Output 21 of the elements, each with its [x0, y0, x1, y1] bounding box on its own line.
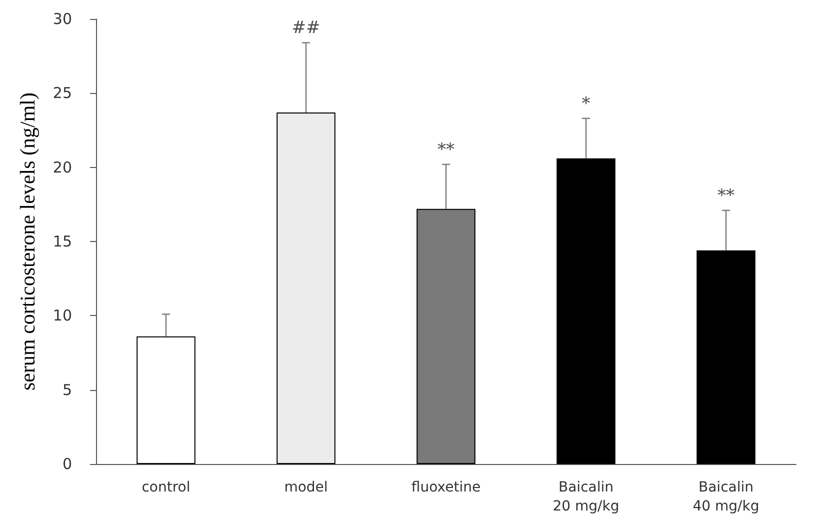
bar	[696, 250, 756, 464]
bar	[136, 336, 196, 464]
y-tick-label: 30	[52, 10, 72, 28]
y-tick-label: 25	[52, 84, 72, 102]
x-tick-label: control	[142, 480, 190, 496]
x-tick-label: Baicalin 20 mg/kg	[552, 480, 620, 514]
x-tick-label: Baicalin 40 mg/kg	[692, 480, 760, 514]
annotation: ##	[292, 18, 320, 38]
annotation: **	[438, 140, 455, 160]
y-tick-label: 10	[52, 306, 72, 325]
x-tick-label: fluoxetine	[411, 480, 481, 496]
x-tick-label: model	[284, 480, 328, 496]
annotation: **	[718, 186, 735, 206]
y-tick-label: 15	[52, 232, 72, 250]
bar	[556, 158, 616, 464]
bar	[276, 112, 336, 464]
annotation: *	[582, 94, 591, 114]
y-tick-label: 20	[52, 158, 72, 176]
y-axis-title: serum corticosterone levels (ng/ml)	[16, 92, 40, 390]
y-tick-label: 5	[62, 380, 72, 399]
y-tick-label: 0	[62, 455, 72, 473]
